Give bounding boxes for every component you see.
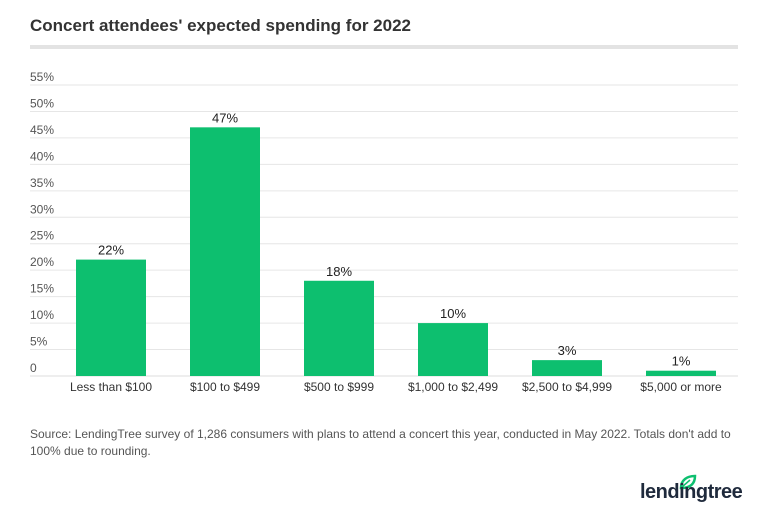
y-tick-label: 15% [30, 282, 54, 296]
source-note: Source: LendingTree survey of 1,286 cons… [30, 427, 731, 458]
logo-text: lendingtree [640, 481, 743, 503]
data-label: 22% [98, 243, 124, 258]
lendingtree-logo: lendingtree [640, 474, 743, 504]
data-label: 3% [558, 343, 577, 358]
x-tick-label: $1,000 to $2,499 [408, 380, 498, 394]
y-tick-label: 5% [30, 335, 48, 349]
x-tick-label: $500 to $999 [304, 380, 374, 394]
bar [304, 280, 374, 376]
x-tick-label: $5,000 or more [640, 380, 722, 394]
y-tick-label: 55% [30, 70, 54, 84]
bar [532, 360, 602, 376]
y-tick-label: 30% [30, 202, 54, 216]
x-tick-label: Less than $100 [70, 380, 152, 394]
y-tick-label: 0 [30, 361, 37, 375]
data-label: 18% [326, 264, 352, 279]
x-tick-label: $2,500 to $4,999 [522, 380, 612, 394]
y-tick-label: 45% [30, 123, 54, 137]
y-tick-label: 40% [30, 149, 54, 163]
y-tick-label: 50% [30, 96, 54, 110]
y-tick-label: 20% [30, 255, 54, 269]
data-label: 47% [212, 110, 238, 125]
bar-chart: 0 5% 10% 15% 20% 25% 30% 35% 40% 45% 50% 55% 22% Less… [30, 70, 738, 394]
data-label: 10% [440, 306, 466, 321]
bar [418, 323, 488, 376]
bar [76, 259, 146, 376]
data-label: 1% [672, 354, 691, 369]
x-tick-label: $100 to $499 [190, 380, 260, 394]
leaf-icon [679, 474, 697, 490]
chart-title: Concert attendees' expected spending for… [30, 16, 411, 35]
title-divider [30, 45, 738, 49]
bar [646, 370, 716, 376]
bar [190, 127, 260, 376]
y-tick-label: 10% [30, 308, 54, 322]
y-tick-label: 35% [30, 176, 54, 190]
y-tick-label: 25% [30, 229, 54, 243]
